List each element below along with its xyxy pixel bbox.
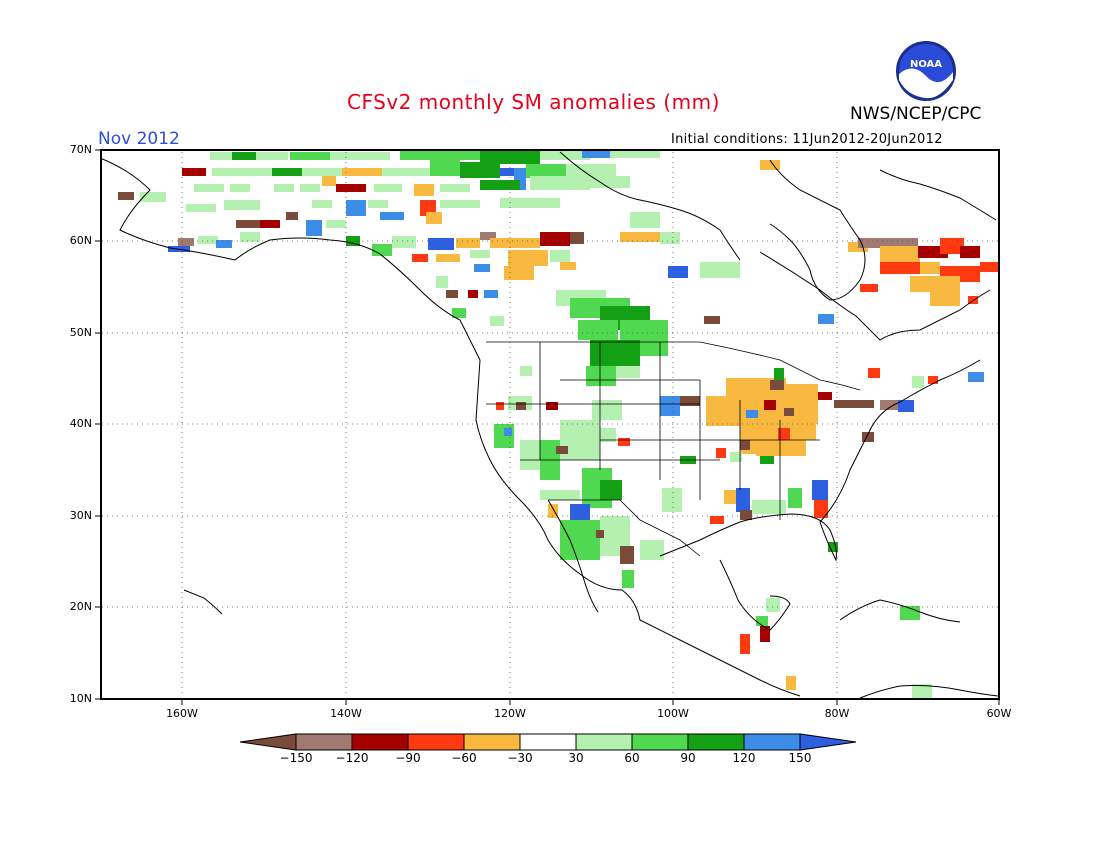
anomaly-cells	[118, 150, 998, 698]
lat-label-10n: 10N	[69, 692, 92, 705]
colorbar-label: 150	[788, 751, 812, 765]
colorbar-label: −60	[451, 751, 477, 765]
lon-label-160w: 160W	[166, 707, 198, 720]
initial-conditions-label: Initial conditions: 11Jun2012-20Jun2012	[671, 132, 943, 147]
colorbar-label: −150	[279, 751, 313, 765]
noaa-logo: NOAA	[896, 41, 956, 101]
month-label: Nov 2012	[98, 129, 180, 149]
political-borders	[486, 341, 861, 557]
lat-label-30n: 30N	[69, 509, 92, 522]
lat-label-70n: 70N	[69, 143, 92, 156]
colorbar-label: −90	[395, 751, 421, 765]
agency-label: NWS/NCEP/CPC	[850, 104, 982, 124]
lon-label-80w: 80W	[824, 707, 850, 720]
colorbar-label: 60	[624, 751, 640, 765]
lat-label-40n: 40N	[69, 417, 92, 430]
lon-label-120w: 120W	[494, 707, 526, 720]
lat-label-20n: 20N	[69, 600, 92, 613]
coastlines	[99, 151, 999, 699]
colorbar-label: 90	[680, 751, 696, 765]
noaa-logo-text: NOAA	[910, 59, 942, 70]
lat-label-50n: 50N	[69, 326, 92, 339]
colorbar-label: 30	[568, 751, 584, 765]
lon-label-100w: 100W	[657, 707, 689, 720]
lon-label-140w: 140W	[330, 707, 362, 720]
colorbar-label: −30	[507, 751, 533, 765]
colorbar-label: −120	[335, 751, 369, 765]
lat-label-60n: 60N	[69, 234, 92, 247]
gridlines	[102, 152, 998, 697]
colorbar-label: 120	[732, 751, 756, 765]
map-title: CFSv2 monthly SM anomalies (mm)	[347, 90, 720, 114]
lon-label-60w: 60W	[986, 707, 1012, 720]
